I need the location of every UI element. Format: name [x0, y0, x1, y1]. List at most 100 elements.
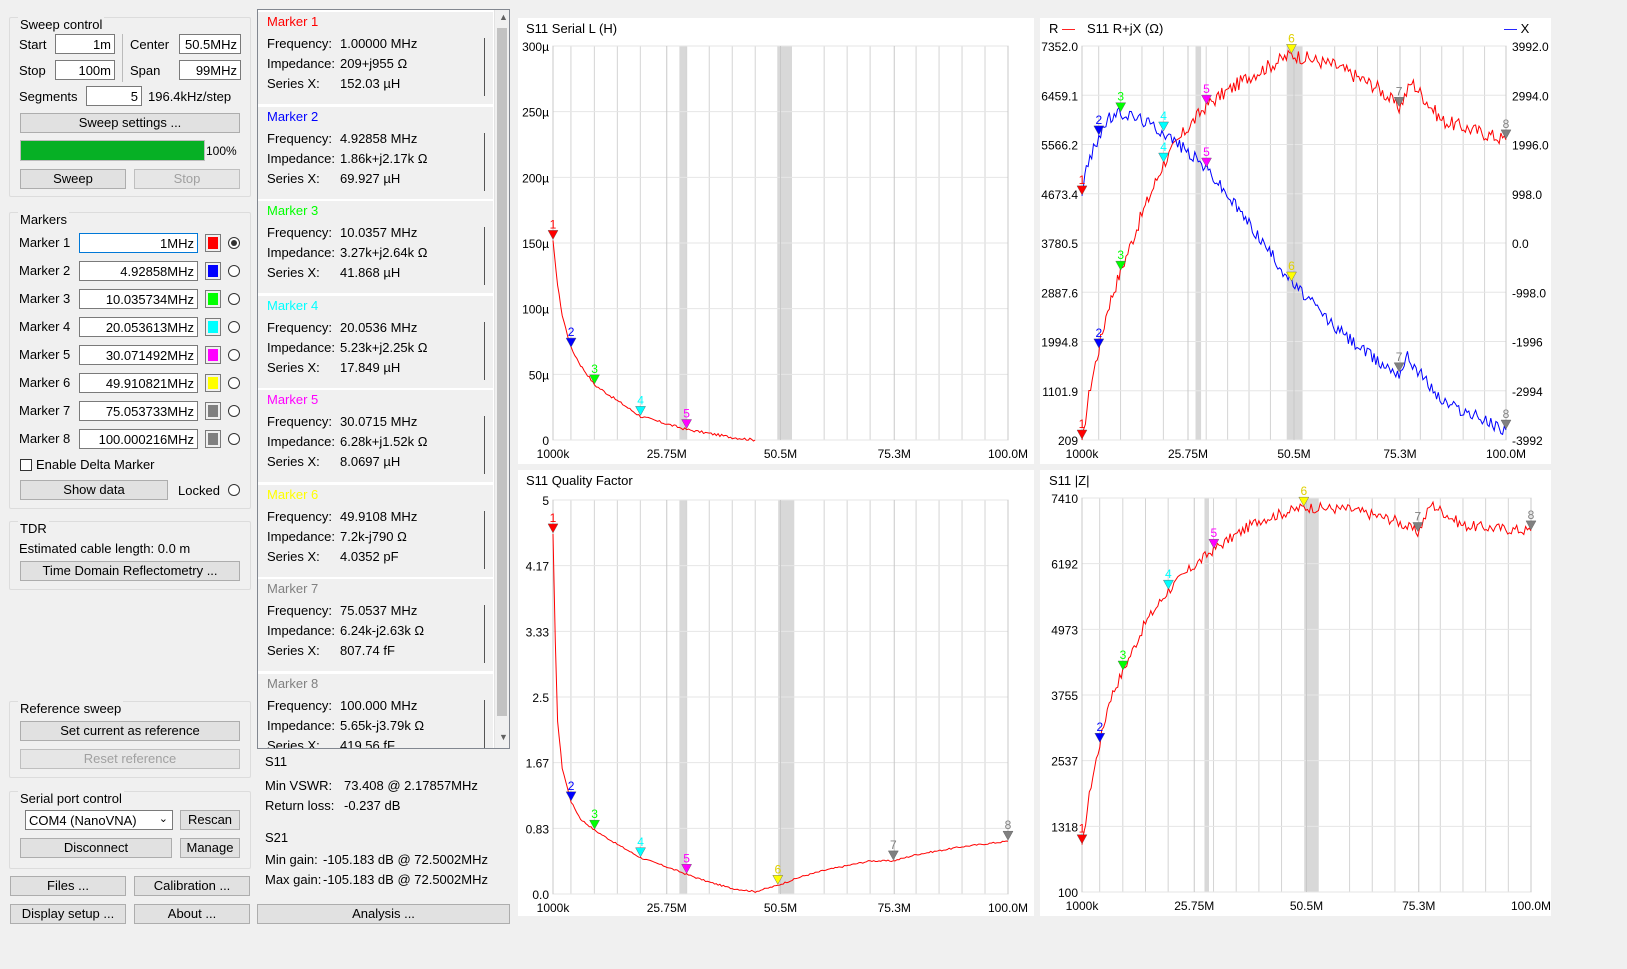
marker-7-select-radio[interactable]	[228, 405, 240, 417]
marker-number-label: 4	[1165, 567, 1172, 581]
port-select[interactable]: COM4 (NanoVNA) ⌄	[25, 810, 173, 830]
y-tick-label: 1994.8	[1041, 336, 1078, 350]
marker-number-label: 5	[1203, 82, 1210, 96]
marker-4-select-radio[interactable]	[228, 321, 240, 333]
reset-reference-button[interactable]: Reset reference	[20, 749, 240, 769]
marker-triangle	[1525, 520, 1537, 531]
marker-1-frequency-input[interactable]: 1MHz	[79, 233, 198, 253]
marker-number-label: 3	[1117, 248, 1124, 262]
marker-8-select-radio[interactable]	[228, 433, 240, 445]
sweep-button[interactable]: Sweep	[20, 169, 126, 189]
rescan-button[interactable]: Rescan	[180, 810, 240, 830]
marker-detail-separator	[484, 227, 485, 285]
set-reference-button[interactable]: Set current as reference	[20, 721, 240, 741]
marker-3-color-button[interactable]	[205, 290, 221, 308]
impedance-label: Impedance:	[267, 245, 335, 260]
series-x-value: 419.56 fF	[340, 737, 395, 749]
start-input[interactable]: 1m	[55, 34, 115, 54]
files-button[interactable]: Files ...	[10, 876, 126, 896]
chart-r-jx[interactable]: R — S11 R+jX (Ω) — X 209 1101.9 1994.8 2887…	[1040, 18, 1551, 464]
x-tick-label: 25.75M	[647, 447, 687, 461]
marker-3-select-radio[interactable]	[228, 293, 240, 305]
y2-tick-label: -3992	[1512, 434, 1543, 448]
impedance-value: 5.23k+j2.25k Ω	[340, 339, 428, 355]
show-data-button[interactable]: Show data	[20, 480, 168, 500]
marker-7-frequency-input[interactable]: 75.053733MHz	[79, 401, 198, 421]
marker-triangle	[1076, 834, 1088, 845]
frequency-value: 75.0537 MHz	[340, 603, 418, 618]
marker-5-select-radio[interactable]	[228, 349, 240, 361]
marker-number-label: 3	[591, 362, 598, 376]
scrollbar[interactable]: ▲ ▼	[494, 10, 509, 748]
disconnect-button[interactable]: Disconnect	[20, 838, 172, 858]
scrollbar-thumb[interactable]	[497, 28, 507, 716]
stop-input[interactable]: 100m	[55, 60, 115, 80]
chart-serial-l[interactable]: S11 Serial L (H) 0 50µ 100µ 150µ 200µ 250µ 300…	[518, 18, 1034, 464]
marker-1-color-button[interactable]	[205, 234, 221, 252]
legend-x: — X	[1504, 21, 1529, 36]
y2-tick-label: -998.0	[1512, 286, 1546, 300]
sweep-settings-button[interactable]: Sweep settings ...	[20, 113, 240, 133]
scroll-up-icon[interactable]: ▲	[499, 12, 508, 22]
y-tick-label: 7410	[1051, 492, 1078, 506]
marker-triangle	[1286, 44, 1297, 54]
sweep-progress-bar	[20, 140, 205, 161]
chart-quality-factor[interactable]: S11 Quality Factor 0.0 0.83 1.67 2.5 3.33 4.1…	[518, 470, 1034, 916]
marker-2-label: Marker 2	[19, 263, 71, 278]
x-tick-label: 50.5M	[1277, 447, 1310, 461]
marker-detail-separator	[484, 38, 485, 96]
marker-triangle	[887, 850, 899, 861]
marker-5-frequency-input[interactable]: 30.071492MHz	[79, 345, 198, 365]
span-input[interactable]: 99MHz	[179, 60, 241, 80]
marker-2-frequency-input[interactable]: 4.92858MHz	[79, 261, 198, 281]
marker-8-color-button[interactable]	[205, 430, 221, 448]
marker-details-panel[interactable]: Marker 1 Frequency: 1.00000 MHz Impedanc…	[257, 9, 510, 749]
marker-1-select-radio[interactable]	[228, 237, 240, 249]
calibration-button[interactable]: Calibration ...	[134, 876, 250, 896]
marker-detail-7: Marker 7 Frequency: 75.0537 MHz Impedanc…	[258, 579, 493, 671]
marker-number-label: 8	[1503, 407, 1510, 421]
marker-number-label: 4	[1160, 109, 1167, 123]
delta-marker-checkbox[interactable]	[20, 459, 32, 471]
marker-4-color-button[interactable]	[205, 318, 221, 336]
marker-6-select-radio[interactable]	[228, 377, 240, 389]
stop-button[interactable]: Stop	[134, 169, 240, 189]
marker-triangle	[1093, 125, 1105, 136]
impedance-value: 3.27k+j2.64k Ω	[340, 245, 428, 260]
marker-3-frequency-input[interactable]: 10.035734MHz	[79, 289, 198, 309]
manage-button[interactable]: Manage	[180, 838, 240, 858]
serial-l-plot: 0 50µ 100µ 150µ 200µ 250µ 300µ 1000k 25.75M 50.5M…	[522, 40, 1028, 461]
marker-2-select-radio[interactable]	[228, 265, 240, 277]
marker-7-color-button[interactable]	[205, 402, 221, 420]
marker-2-color-button[interactable]	[205, 262, 221, 280]
s21-summary-group: S21 Min gain: -105.183 dB @ 72.5002MHz M…	[257, 830, 510, 894]
y2-tick-label: 0.0	[1512, 237, 1529, 251]
about-button[interactable]: About ...	[134, 904, 250, 924]
chart-impedance-magnitude[interactable]: S11 |Z| 100 1318 2537 3755 4973 6192 7410 1000k…	[1040, 470, 1551, 916]
center-input[interactable]: 50.5MHz	[179, 34, 241, 54]
analysis-button[interactable]: Analysis ...	[257, 904, 510, 924]
start-label: Start	[19, 37, 47, 52]
y-tick-label: 6192	[1051, 558, 1078, 572]
series-x-value: 8.0697 µH	[340, 454, 401, 469]
min-gain-value: -105.183 dB @ 72.5002MHz	[323, 852, 488, 867]
marker-6-frequency-input[interactable]: 49.910821MHz	[79, 373, 198, 393]
impedance-value: 6.24k-j2.63k Ω	[340, 623, 425, 638]
locked-radio[interactable]	[228, 484, 240, 496]
marker-number-label: 1	[1079, 417, 1086, 431]
marker-8-frequency-input[interactable]: 100.000216MHz	[79, 429, 198, 449]
marker-4-frequency-input[interactable]: 20.053613MHz	[79, 317, 198, 337]
x-tick-label: 75.3M	[1402, 899, 1435, 913]
chart-title: S11 |Z|	[1049, 473, 1090, 488]
tdr-button[interactable]: Time Domain Reflectometry ...	[20, 561, 240, 581]
scroll-down-icon[interactable]: ▼	[499, 732, 508, 742]
return-loss-label: Return loss:	[265, 798, 335, 813]
marker-4-label: Marker 4	[19, 319, 71, 334]
segments-input[interactable]: 5	[86, 86, 142, 106]
marker-6-color-button[interactable]	[205, 374, 221, 392]
y-tick-label: 0.0	[532, 888, 549, 902]
display-setup-button[interactable]: Display setup ...	[10, 904, 126, 924]
marker-5-color-button[interactable]	[205, 346, 221, 364]
marker-triangle	[1115, 260, 1127, 271]
x-tick-label: 100.0M	[1486, 447, 1526, 461]
